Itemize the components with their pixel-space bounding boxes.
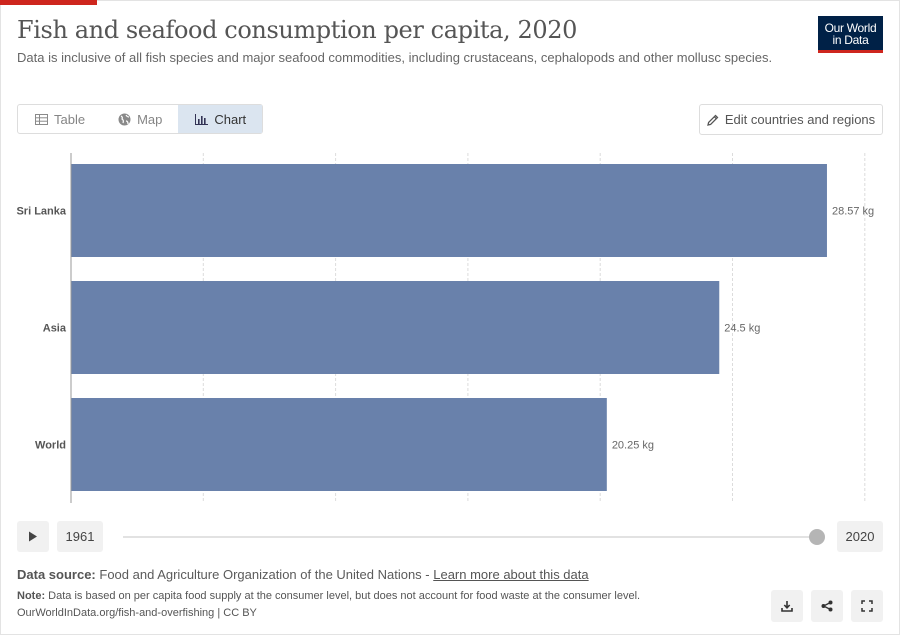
note-label: Note: xyxy=(17,590,46,602)
timeline-track[interactable] xyxy=(123,536,817,538)
timeline-controls: 1961 2020 xyxy=(17,521,883,552)
tab-table[interactable]: Table xyxy=(18,105,101,133)
table-icon xyxy=(35,113,48,125)
source-text: Food and Agriculture Organization of the… xyxy=(99,567,434,582)
share-button[interactable] xyxy=(811,590,843,622)
fullscreen-button[interactable] xyxy=(851,590,883,622)
edit-countries-button[interactable]: Edit countries and regions xyxy=(699,104,883,135)
play-button[interactable] xyxy=(17,521,49,552)
end-year-box[interactable]: 2020 xyxy=(837,521,883,552)
citation-url[interactable]: OurWorldInData.org/fish-and-overfishing … xyxy=(17,607,257,619)
tab-chart[interactable]: Chart xyxy=(178,105,263,133)
category-label: Asia xyxy=(43,323,67,335)
tab-map-label: Map xyxy=(137,111,163,127)
page-subtitle: Data is inclusive of all fish species an… xyxy=(17,50,773,65)
tab-map[interactable]: Map xyxy=(101,105,178,133)
source-label: Data source: xyxy=(17,567,96,582)
start-year-box[interactable]: 1961 xyxy=(57,521,103,552)
learn-more-link[interactable]: Learn more about this data xyxy=(433,567,589,582)
chart-icon xyxy=(195,113,209,125)
timeline-handle[interactable] xyxy=(809,529,825,545)
tab-table-label: Table xyxy=(54,111,86,127)
download-icon xyxy=(781,601,793,612)
pencil-icon xyxy=(706,114,719,126)
value-label: 24.5 kg xyxy=(724,323,760,335)
bar-asia xyxy=(71,281,720,374)
bar-sri-lanka xyxy=(71,164,827,257)
globe-icon xyxy=(118,113,131,125)
category-label: Sri Lanka xyxy=(16,206,66,218)
share-icon xyxy=(821,600,833,612)
data-source-line: Data source: Food and Agriculture Organi… xyxy=(17,567,589,582)
page-title: Fish and seafood consumption per capita,… xyxy=(17,16,577,44)
edit-countries-label: Edit countries and regions xyxy=(724,112,876,127)
fullscreen-icon xyxy=(861,600,873,612)
value-label: 20.25 kg xyxy=(612,440,654,452)
note-text: Data is based on per capita food supply … xyxy=(48,590,641,602)
accent-bar xyxy=(0,0,97,5)
owid-logo[interactable]: Our World in Data xyxy=(818,16,883,53)
download-button[interactable] xyxy=(771,590,803,622)
play-icon xyxy=(29,531,37,542)
tab-chart-label: Chart xyxy=(214,111,247,127)
logo-line-2: in Data xyxy=(832,33,869,47)
category-label: World xyxy=(35,440,66,452)
bar-chart: Sri Lanka 28.57 kg Asia 24.5 kg World 20.25 k… xyxy=(16,153,874,503)
view-tabs: Table Map Chart xyxy=(17,104,264,134)
value-label: 28.57 kg xyxy=(832,206,874,218)
bar-world xyxy=(71,398,607,491)
note-block: Note: Data is based on per capita food s… xyxy=(17,588,640,622)
logo-line-1: Our World xyxy=(824,21,877,35)
